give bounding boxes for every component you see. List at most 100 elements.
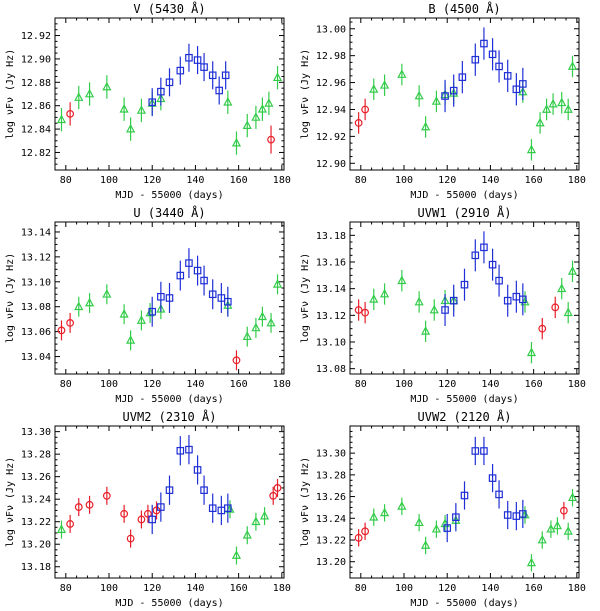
triangle-marker — [421, 326, 431, 335]
y-tick-label: 12.90 — [316, 159, 346, 170]
square-marker — [148, 515, 157, 524]
y-tick-label: 12.82 — [21, 148, 51, 159]
green-triangle-point — [421, 116, 431, 138]
square-marker — [165, 294, 174, 302]
square-marker — [148, 98, 157, 106]
square-marker — [503, 511, 512, 519]
green-triangle-point — [56, 108, 67, 132]
blue-square-point — [519, 67, 527, 101]
green-triangle-point — [526, 554, 537, 572]
square-marker — [519, 295, 527, 304]
blue-square-point — [460, 481, 469, 510]
green-triangle-point — [379, 74, 390, 97]
square-marker — [200, 486, 208, 494]
red-circle-point — [120, 504, 129, 523]
x-tick-label: 120 — [143, 379, 161, 390]
triangle-marker — [156, 303, 166, 313]
y-tick-label: 13.28 — [21, 450, 51, 461]
y-axis-label: log νFν (Jy Hz) — [300, 49, 311, 139]
blue-square-point — [512, 502, 521, 531]
panel-3: U (3440 Å) 80 100 120 140 160 180 13.04 13.06 13.… — [5, 205, 291, 405]
blue-square-point — [185, 43, 193, 72]
triangle-marker — [259, 510, 270, 520]
square-marker — [441, 306, 449, 314]
square-marker — [176, 446, 185, 455]
x-tick-label: 160 — [230, 583, 248, 594]
green-triangle-point — [251, 317, 261, 338]
triangle-marker — [84, 88, 95, 98]
y-tick-label: 12.90 — [21, 54, 51, 65]
green-triangle-point — [272, 274, 283, 295]
red-circle-point — [559, 502, 568, 520]
circle-marker — [66, 520, 75, 528]
y-tick-label: 13.18 — [21, 562, 51, 573]
triangle-marker — [557, 97, 567, 107]
y-tick-label: 12.96 — [316, 78, 346, 89]
panel-1: V (5430 Å) 80 100 120 140 160 180 12.82 12.84 12.… — [5, 1, 291, 201]
green-triangle-point — [119, 97, 129, 121]
triangle-marker — [526, 557, 537, 567]
circle-marker — [273, 484, 282, 492]
green-triangle-point — [379, 283, 390, 305]
green-triangle-point — [264, 91, 274, 116]
square-marker — [449, 296, 458, 305]
triangle-marker — [242, 331, 252, 341]
triangle-marker — [397, 501, 407, 510]
circle-marker — [102, 491, 111, 500]
y-tick-label: 12.98 — [316, 51, 346, 62]
square-marker — [193, 266, 202, 275]
blue-square-point — [200, 265, 208, 296]
y-tick-label: 13.22 — [316, 536, 346, 547]
triangle-marker — [84, 297, 95, 307]
y-tick-label: 13.16 — [316, 258, 346, 269]
y-tick-label: 12.92 — [316, 132, 346, 143]
square-marker — [165, 486, 174, 494]
blue-square-point — [165, 283, 174, 313]
x-tick-label: 180 — [273, 583, 291, 594]
triangle-marker — [526, 144, 537, 154]
blue-square-point — [471, 436, 480, 466]
square-marker — [471, 447, 480, 455]
y-tick-label: 13.30 — [21, 427, 51, 438]
square-marker — [480, 447, 488, 455]
green-triangle-point — [567, 488, 578, 507]
blue-square-point — [495, 50, 503, 83]
plot-frame — [54, 425, 285, 579]
green-triangle-point — [56, 520, 67, 539]
circle-marker — [85, 500, 94, 509]
x-tick-label: 100 — [395, 379, 413, 390]
triangle-marker — [126, 335, 136, 344]
square-marker — [495, 276, 503, 285]
blue-square-point — [165, 68, 174, 97]
red-circle-point — [538, 318, 547, 340]
triangle-marker — [257, 311, 267, 321]
blue-square-point — [480, 231, 488, 264]
triangle-marker — [231, 137, 242, 147]
panel-4: UVW1 (2910 Å) 80 100 120 140 160 180 13.08 13.10… — [300, 205, 586, 405]
y-tick-label: 13.18 — [316, 231, 346, 242]
circle-marker — [354, 119, 363, 127]
square-marker — [488, 474, 497, 482]
green-triangle-point — [119, 304, 129, 325]
green-triangle-point — [563, 302, 573, 324]
green-triangle-point — [251, 512, 261, 531]
y-tick-label: 13.22 — [21, 517, 51, 528]
blue-square-point — [148, 296, 157, 327]
blue-square-point — [449, 284, 458, 317]
x-tick-label: 140 — [186, 379, 204, 390]
square-marker — [157, 503, 165, 511]
panel-2: B (4500 Å) 80 100 120 140 160 180 12.90 12.92 12.… — [300, 1, 586, 201]
circle-marker — [361, 105, 370, 114]
x-axis-label: MJD - 55000 (days) — [410, 598, 518, 609]
square-marker — [185, 259, 193, 267]
blue-square-point — [221, 61, 230, 90]
blue-square-point — [176, 260, 185, 291]
triangle-marker — [251, 112, 261, 121]
x-tick-label: 100 — [395, 175, 413, 186]
y-axis-label: log νFν (Jy Hz) — [5, 49, 16, 139]
square-marker — [503, 296, 512, 305]
triangle-marker — [557, 283, 567, 293]
circle-marker — [354, 306, 363, 314]
panel-5: UVM2 (2310 Å) 80 100 120 140 160 180 13.18 13.20… — [5, 409, 291, 609]
triangle-marker — [379, 507, 390, 517]
